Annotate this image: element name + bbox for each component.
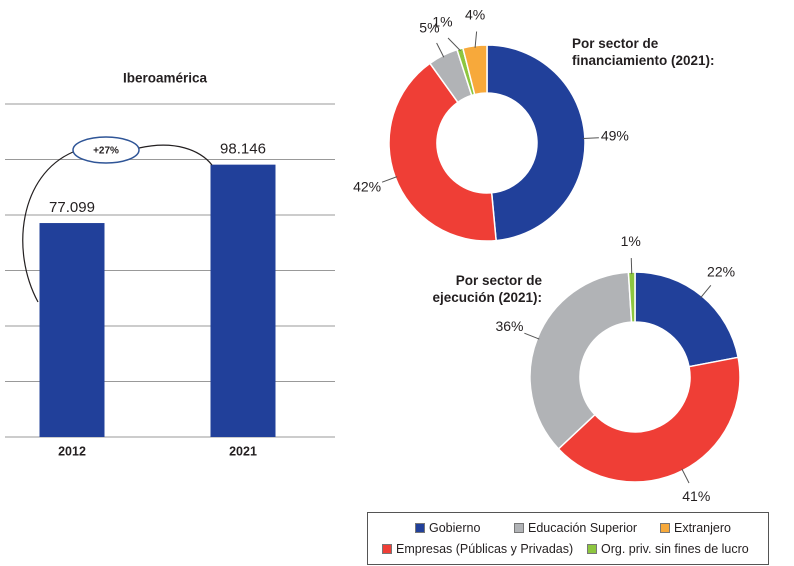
donut-slice — [557, 356, 741, 483]
value-label: 4% — [465, 6, 485, 22]
legend-label: Educación Superior — [528, 521, 638, 535]
value-label: 1% — [621, 233, 641, 249]
legend-label: Gobierno — [429, 521, 481, 535]
value-label: 41% — [682, 488, 710, 504]
legend-swatch — [382, 544, 392, 554]
legend-item: Empresas (Públicas y Privadas) — [382, 542, 573, 556]
donut-title: Por sector de ejecución (2021): — [432, 273, 542, 305]
legend-swatch — [415, 523, 425, 533]
legend: Gobierno Educación Superior Extranjero Empr… — [367, 512, 769, 565]
donut-slice — [627, 271, 636, 323]
leader-line — [681, 468, 690, 484]
chart-title: Iberoamérica — [123, 71, 208, 86]
leader-line — [474, 31, 478, 48]
x-tick-label: 2021 — [229, 444, 257, 458]
leader-line — [524, 332, 540, 340]
legend-swatch — [514, 523, 524, 533]
legend-item: Educación Superior — [514, 521, 637, 535]
x-tick-label: 2012 — [58, 444, 86, 458]
annotation-arc — [22, 144, 213, 303]
legend-label: Extranjero — [674, 521, 731, 535]
donut-title: Por sector de financiamiento (2021): — [572, 36, 715, 68]
leader-line — [582, 137, 599, 140]
donut-slice — [461, 44, 488, 96]
leader-line — [700, 284, 712, 298]
value-label: 42% — [353, 179, 381, 195]
value-label: 98.146 — [220, 141, 266, 158]
legend-item: Extranjero — [660, 521, 731, 535]
leader-line — [447, 37, 461, 52]
legend-label: Empresas (Públicas y Privadas) — [396, 542, 574, 556]
legend-swatch — [587, 544, 597, 554]
leader-line — [630, 258, 633, 275]
value-label: 77.099 — [49, 199, 95, 216]
annotation: +27% — [93, 146, 119, 157]
value-label: 36% — [495, 318, 523, 334]
annotation-ellipse — [72, 136, 140, 164]
donut-slice — [634, 271, 740, 368]
donut-slice — [486, 44, 586, 242]
legend-item: Gobierno — [415, 521, 480, 535]
donut-slice — [388, 62, 497, 242]
donut-slice — [529, 271, 633, 450]
value-label: 5% — [419, 19, 439, 35]
value-label: 22% — [707, 264, 735, 280]
leader-line — [436, 42, 445, 58]
value-label: 49% — [601, 128, 629, 144]
bar — [39, 223, 105, 437]
legend-item: Org. priv. sin fines de lucro — [587, 542, 749, 556]
value-label: 1% — [432, 14, 452, 30]
legend-label: Org. priv. sin fines de lucro — [601, 542, 749, 556]
leader-line — [381, 176, 398, 183]
bar — [210, 164, 276, 438]
legend-swatch — [660, 523, 670, 533]
